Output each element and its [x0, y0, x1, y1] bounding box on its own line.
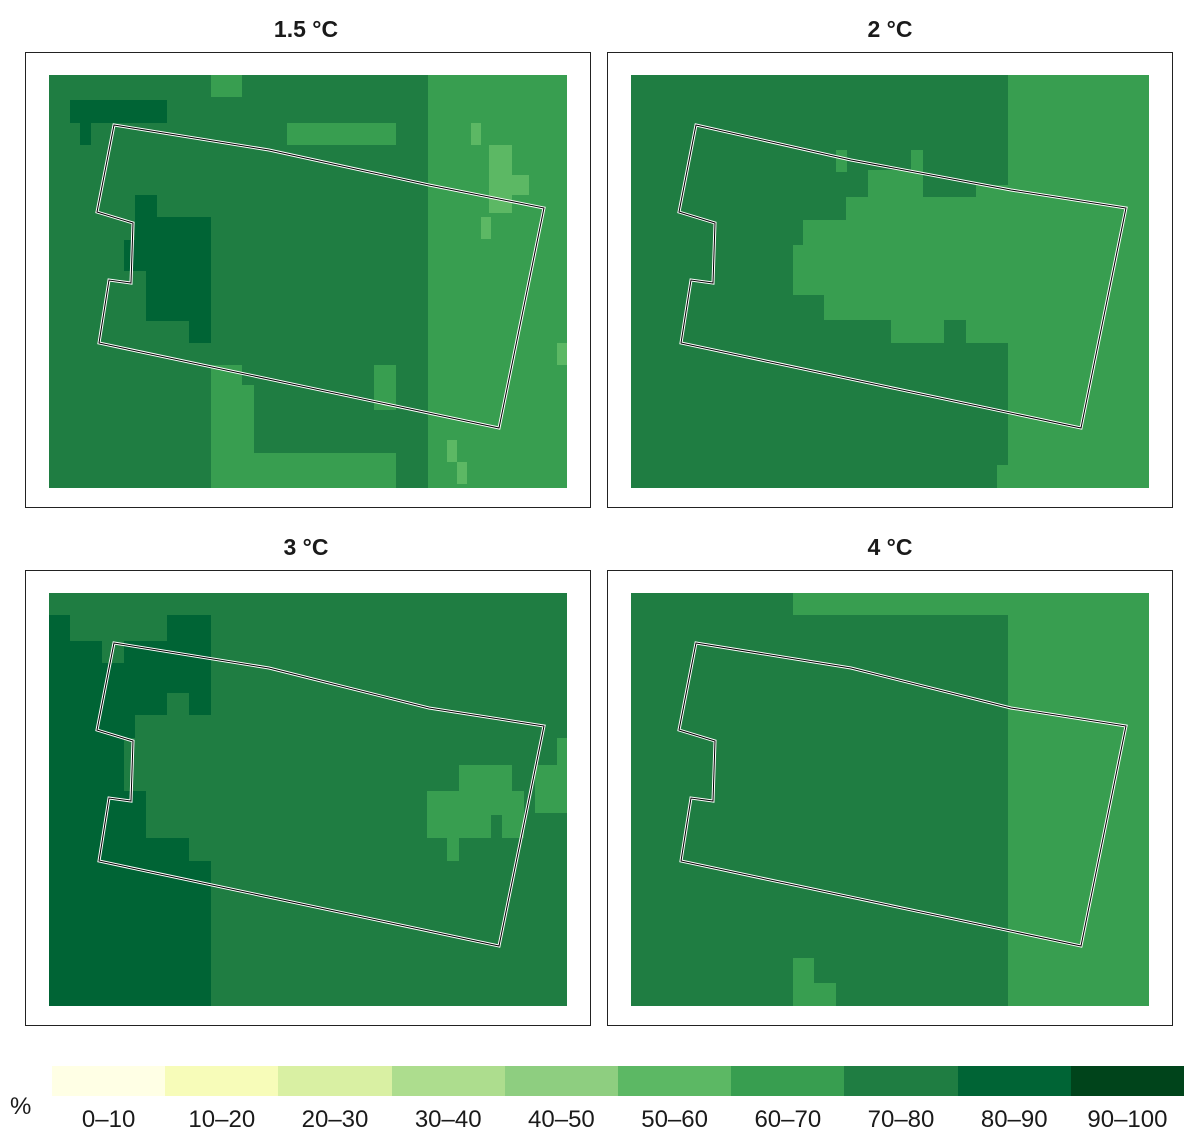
legend-swatch — [278, 1066, 391, 1096]
raster-cell — [481, 217, 491, 239]
map-raster-3c — [49, 593, 567, 1006]
map-raster-1-5c — [49, 75, 567, 488]
legend-label: 90–100 — [1071, 1106, 1184, 1134]
legend-label: 0–10 — [52, 1106, 165, 1134]
legend-swatch — [731, 1066, 844, 1096]
raster-cell — [793, 593, 1149, 615]
legend-labels: 0–10 10–20 20–30 30–40 40–50 50–60 60–70 70–80 8… — [52, 1106, 1184, 1134]
legend-swatch — [1071, 1066, 1184, 1096]
legend-label: 20–30 — [278, 1106, 391, 1134]
legend-swatch — [165, 1066, 278, 1096]
panel-title-4c: 4 °C — [740, 534, 1040, 561]
raster-cell — [836, 150, 847, 172]
legend-swatch — [505, 1066, 618, 1096]
legend-label: 80–90 — [958, 1106, 1071, 1134]
map-panel-3c — [25, 570, 591, 1026]
map-raster-2c — [631, 75, 1149, 488]
legend-swatch — [52, 1066, 165, 1096]
raster-region — [287, 123, 396, 145]
legend-swatch — [618, 1066, 731, 1096]
legend-swatch — [844, 1066, 957, 1096]
panel-title-2c: 2 °C — [740, 16, 1040, 43]
legend-swatch — [392, 1066, 505, 1096]
map-panel-2c — [607, 52, 1173, 508]
raster-cell — [447, 440, 457, 462]
legend-unit-label: % — [10, 1093, 31, 1121]
legend-label: 70–80 — [844, 1106, 957, 1134]
panel-title-3c: 3 °C — [156, 534, 456, 561]
raster-cell — [997, 465, 1008, 488]
raster-cell — [471, 123, 481, 145]
panel-title-1-5c: 1.5 °C — [156, 16, 456, 43]
legend-label: 40–50 — [505, 1106, 618, 1134]
map-raster-4c — [631, 593, 1149, 1006]
legend-label: 10–20 — [165, 1106, 278, 1134]
map-panel-4c — [607, 570, 1173, 1026]
legend-label: 50–60 — [618, 1106, 731, 1134]
raster-cell — [557, 343, 567, 365]
legend-color-bar — [52, 1066, 1184, 1096]
map-panel-1-5c — [25, 52, 591, 508]
raster-cell — [457, 462, 467, 484]
legend-label: 60–70 — [731, 1106, 844, 1134]
legend-label: 30–40 — [392, 1106, 505, 1134]
raster-cell — [1008, 615, 1149, 1006]
raster-cell — [911, 150, 921, 172]
legend-swatch — [958, 1066, 1071, 1096]
